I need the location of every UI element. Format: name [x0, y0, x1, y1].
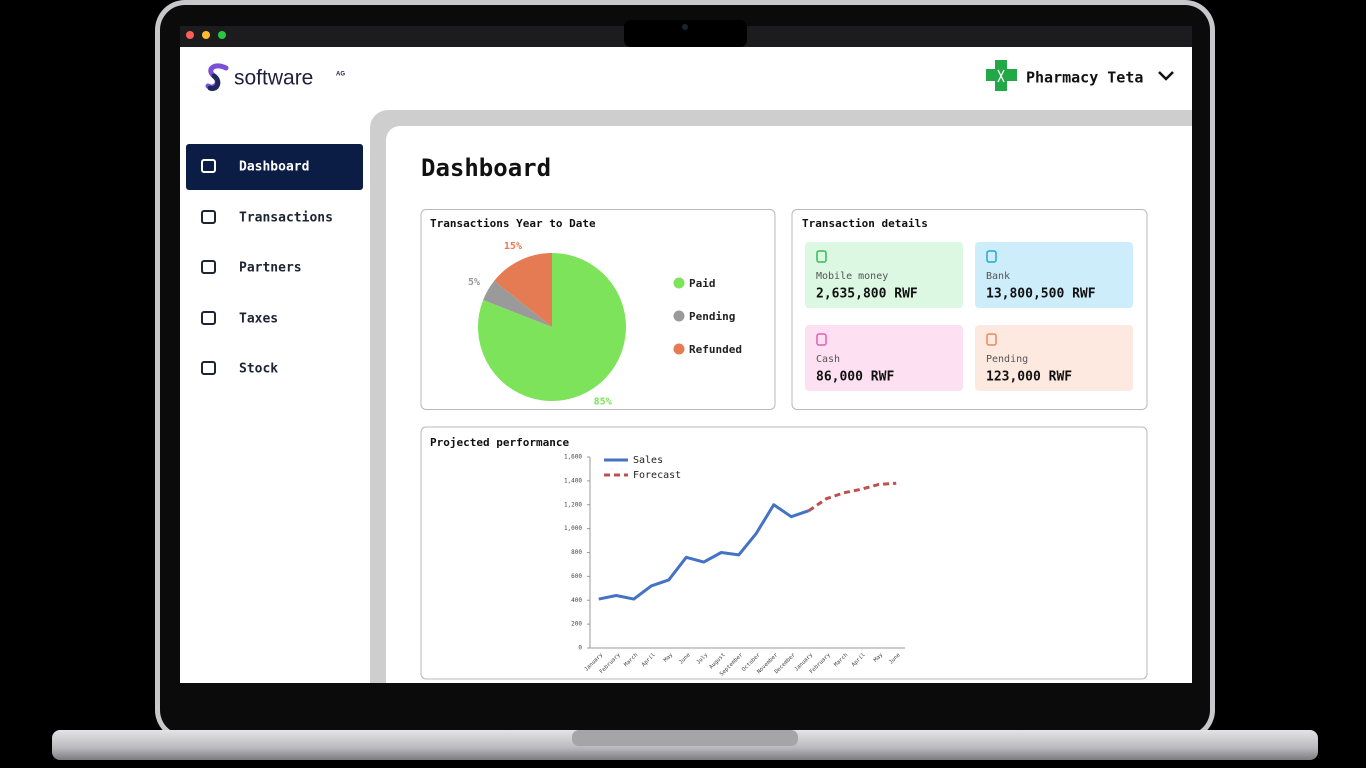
line-series — [598, 503, 810, 601]
detail-amount: 13,800,500 RWF — [986, 287, 1096, 302]
detail-amount: 123,000 RWF — [986, 370, 1072, 385]
legend-swatch — [673, 343, 685, 355]
detail-icon — [816, 250, 827, 263]
logo-suffix: AG — [336, 72, 345, 78]
chart-title: Transactions Year to Date — [430, 217, 596, 230]
detail-label: Bank — [986, 271, 1010, 282]
nav-label[interactable]: Partners — [239, 261, 302, 276]
nav-icon — [201, 311, 216, 325]
x-tick-label: May — [663, 652, 675, 664]
pie-slice — [478, 253, 627, 401]
line-card — [420, 426, 1148, 680]
chevron[interactable] — [1158, 71, 1174, 81]
y-tick-label: 200 — [571, 621, 582, 628]
detail-amount: 86,000 RWF — [816, 370, 894, 385]
nav-icon — [201, 260, 216, 274]
legend-swatch — [673, 277, 685, 289]
pie-slice — [494, 253, 552, 327]
window-maximize[interactable] — [218, 31, 226, 39]
window-minimize[interactable] — [202, 31, 210, 39]
logo-mark-2 — [207, 73, 221, 92]
detail-icon — [986, 250, 997, 263]
detail-label: Pending — [986, 354, 1028, 365]
screen: software AG Pharmacy Teta Dashboard Tran… — [180, 47, 1192, 683]
cross-symbol — [997, 69, 1005, 83]
legend-label: Sales — [633, 455, 663, 466]
window-close[interactable] — [186, 31, 194, 39]
nav-icon — [201, 361, 216, 375]
page-title: Dashboard — [421, 154, 551, 182]
nav-label[interactable]: Dashboard — [239, 160, 309, 175]
camera — [682, 24, 688, 30]
y-tick-label: 1,000 — [564, 525, 582, 532]
pie-label: 15% — [504, 241, 522, 252]
nav-icon — [201, 159, 216, 173]
detail-label: Cash — [816, 354, 840, 365]
x-tick-label: May — [873, 652, 885, 664]
camera-notch — [624, 20, 747, 47]
nav-item[interactable]: Dashboard — [186, 144, 363, 190]
nav-label[interactable]: Stock — [239, 362, 278, 377]
details-title: Transaction details — [802, 217, 928, 230]
account-menu[interactable]: Pharmacy Teta — [986, 60, 1174, 91]
nav-item[interactable]: Transactions — [201, 210, 333, 226]
nav-item[interactable]: Partners — [201, 260, 302, 276]
logo-text: software — [234, 67, 313, 90]
detail-amount: 2,635,800 RWF — [816, 287, 918, 302]
y-tick-label: 1,200 — [564, 501, 582, 508]
y-tick-label: 800 — [571, 549, 582, 556]
detail-label: Mobile money — [816, 271, 888, 282]
nav-item[interactable]: Taxes — [201, 311, 278, 327]
account-name[interactable]: Pharmacy Teta — [1026, 69, 1143, 87]
legend-label: Pending — [689, 310, 735, 323]
y-tick-label: 1,600 — [564, 454, 582, 461]
nav-label[interactable]: Taxes — [239, 312, 278, 327]
y-tick-label: 400 — [571, 597, 582, 604]
nav-active-bg — [186, 144, 363, 190]
base-notch — [572, 730, 798, 746]
pie-label: 5% — [468, 277, 480, 288]
legend-label: Refunded — [689, 343, 742, 356]
pie-slice — [483, 280, 552, 327]
detail-card — [975, 242, 1133, 308]
chart-title: Projected performance — [430, 436, 569, 449]
nav-icon — [201, 210, 216, 224]
detail-icon — [816, 333, 827, 346]
detail-card — [805, 325, 963, 391]
nav-item[interactable]: Stock — [201, 361, 278, 377]
detail-card — [805, 242, 963, 308]
legend-label: Forecast — [633, 470, 681, 481]
nav-label[interactable]: Transactions — [239, 211, 333, 226]
detail-card — [975, 325, 1133, 391]
legend-swatch — [673, 310, 685, 322]
pie-label: 85% — [594, 396, 612, 407]
y-tick-label: 0 — [578, 645, 582, 652]
y-tick-label: 600 — [571, 573, 582, 580]
legend-label: Paid — [689, 277, 716, 290]
y-tick-label: 1,400 — [564, 477, 582, 484]
detail-icon — [986, 333, 997, 346]
